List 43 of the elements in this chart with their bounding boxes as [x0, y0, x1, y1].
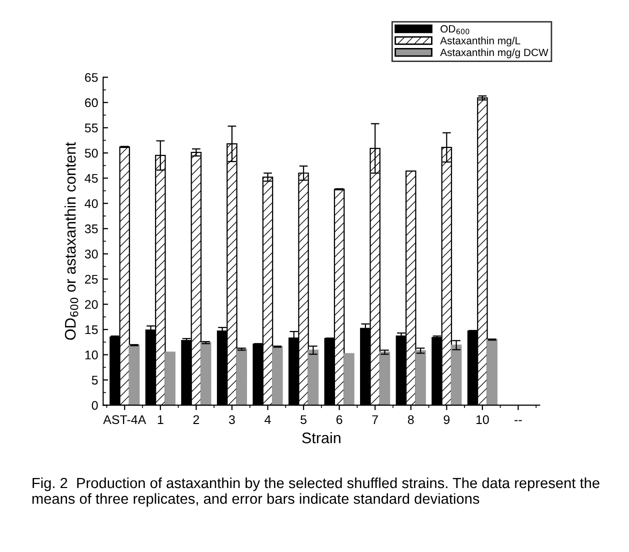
legend-label: Astaxanthin mg/L — [440, 36, 520, 46]
y-tick-label: 60 — [85, 98, 98, 108]
bar — [344, 353, 354, 406]
x-tick-label: -- — [514, 420, 522, 422]
x-tick-label: 1 — [158, 415, 164, 424]
bar — [200, 342, 212, 406]
bar — [450, 344, 462, 406]
y-tick-label: 65 — [85, 73, 98, 82]
legend-label: Astaxanthin mg/g DCW — [440, 48, 548, 58]
y-tick-label: 0 — [92, 400, 98, 410]
x-tick-label: AST-4A — [103, 415, 146, 424]
y-tick-label: 55 — [84, 124, 98, 132]
x-tick-label: 7 — [372, 415, 378, 424]
bar — [486, 339, 498, 406]
y-tick-label: 5 — [92, 376, 98, 385]
caption: Fig. 2 Production of astaxanthin by the selected shuffled strains. The data represent the means of three replicates, and error bars indicate standard deviations — [32, 477, 600, 507]
bar — [415, 350, 426, 406]
y-tick-label: 10 — [85, 350, 98, 360]
y-axis-title: OD$_{600}$ or astaxanthin content — [64, 142, 78, 340]
x-tick-label: 3 — [228, 415, 235, 424]
x-tick-label: 10 — [476, 415, 489, 424]
bar — [164, 352, 176, 406]
x-tick-label: 2 — [193, 415, 200, 424]
y-tick-label: 40 — [84, 199, 98, 208]
x-tick-label: 5 — [300, 415, 306, 424]
y-tick-label: 30 — [84, 250, 98, 258]
bar — [272, 346, 283, 406]
x-tick-label: 4 — [264, 415, 271, 424]
bar — [379, 352, 390, 406]
x-tick-label: 9 — [444, 415, 450, 424]
x-tick-label: 6 — [336, 415, 342, 424]
y-tick-label: 15 — [85, 325, 98, 334]
x-tick-label: 8 — [408, 415, 414, 424]
x-axis-title: Strain — [302, 432, 340, 444]
y-tick-label: 50 — [84, 148, 98, 158]
y-tick-label: 45 — [84, 174, 98, 183]
bar — [236, 348, 248, 406]
y-tick-label: 25 — [85, 274, 98, 284]
bar — [308, 350, 319, 406]
bar — [128, 344, 140, 406]
y-tick-label: 35 — [84, 224, 98, 234]
y-tick-label: 20 — [85, 300, 98, 309]
legend-label: OD$_{600}$ — [440, 25, 470, 34]
